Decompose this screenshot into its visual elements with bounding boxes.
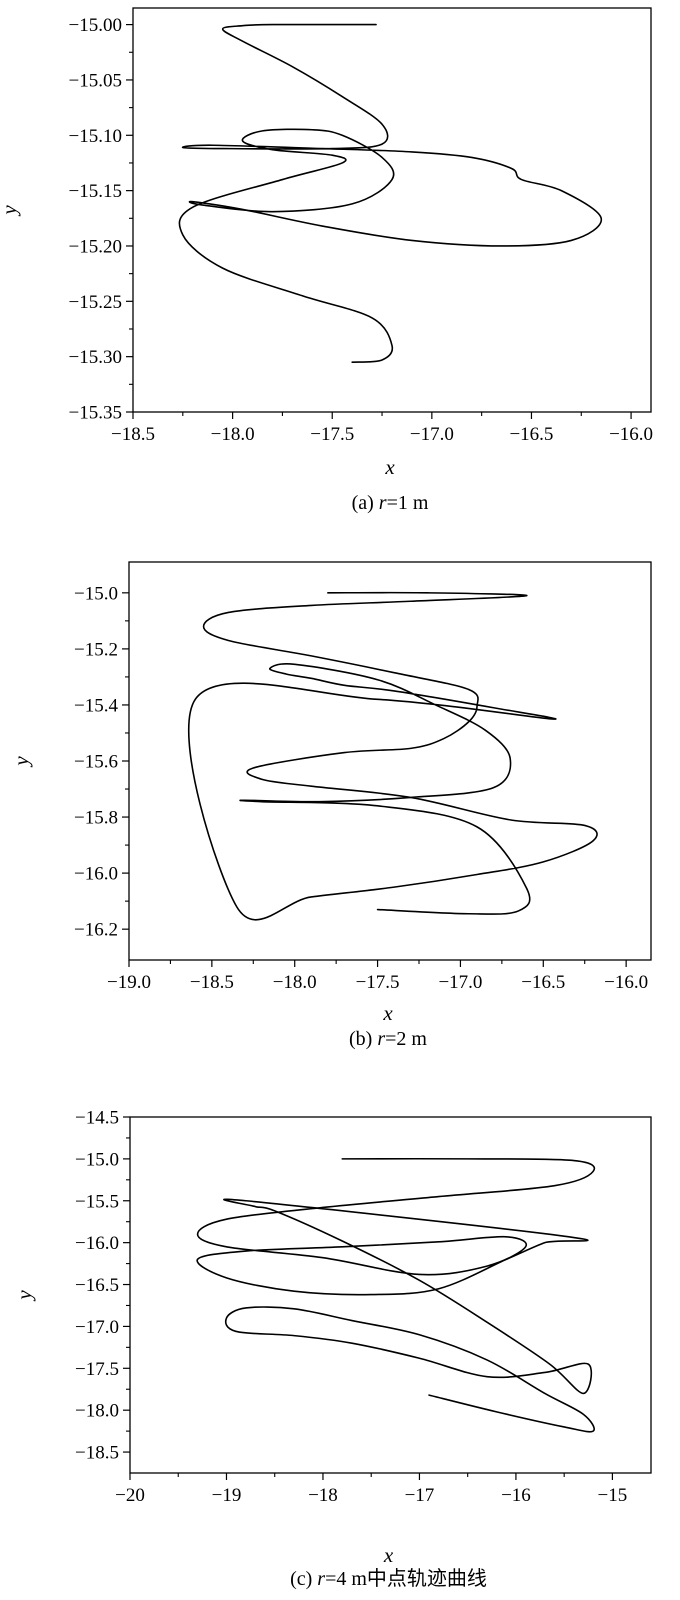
x-axis-label: x xyxy=(384,455,395,479)
x-tick-label: −16.5 xyxy=(509,424,553,445)
y-tick-label: −15.25 xyxy=(69,292,122,313)
x-tick-label: −18.0 xyxy=(211,424,255,445)
y-tick-label: −15.15 xyxy=(69,181,122,202)
y-tick-label: −18.5 xyxy=(75,1443,119,1464)
x-tick-label: −17.5 xyxy=(310,424,354,445)
panel-caption: (b) r=2 m xyxy=(349,1028,427,1050)
y-tick-label: −15.2 xyxy=(74,639,118,660)
y-tick-label: −15.35 xyxy=(69,403,122,424)
plot-frame xyxy=(132,7,652,413)
y-tick-label: −16.2 xyxy=(74,920,118,941)
x-tick-label: −19 xyxy=(212,1485,242,1506)
y-tick-label: −18.0 xyxy=(75,1401,119,1422)
y-tick-label: −15.10 xyxy=(69,126,122,147)
x-tick-label: −18 xyxy=(308,1485,338,1506)
x-tick-label: −18.5 xyxy=(190,972,234,993)
y-tick-label: −15.0 xyxy=(74,583,118,604)
y-tick-label: −15.0 xyxy=(75,1149,119,1170)
y-tick-label: −17.5 xyxy=(75,1359,119,1380)
y-tick-label: −14.5 xyxy=(75,1108,119,1129)
y-tick-label: −15.8 xyxy=(74,808,118,829)
x-tick-label: −16.5 xyxy=(521,972,565,993)
x-tick-label: −17.5 xyxy=(356,972,400,993)
y-tick-label: −15.20 xyxy=(69,236,122,257)
y-tick-label: −15.05 xyxy=(69,70,122,91)
y-tick-label: −16.5 xyxy=(75,1275,119,1296)
x-axis-label: x xyxy=(382,1001,393,1025)
x-tick-label: −18.0 xyxy=(273,972,317,993)
x-tick-label: −18.5 xyxy=(111,424,155,445)
y-tick-label: −15.4 xyxy=(74,695,118,716)
x-tick-label: −17.0 xyxy=(410,424,454,445)
x-tick-label: −16 xyxy=(501,1485,531,1506)
y-axis-label: y xyxy=(0,205,21,217)
x-axis-label: x xyxy=(383,1543,394,1567)
x-tick-label: −15 xyxy=(598,1485,628,1506)
panel-caption: (c) r=4 m中点轨迹曲线 xyxy=(290,1567,487,1590)
plot-frame xyxy=(129,1116,652,1474)
y-tick-label: −17.0 xyxy=(75,1317,119,1338)
y-tick-label: −15.30 xyxy=(69,347,122,368)
y-tick-label: −15.00 xyxy=(69,15,122,36)
x-tick-label: −17 xyxy=(405,1485,435,1506)
y-axis-label: y xyxy=(9,756,33,768)
x-tick-label: −20 xyxy=(115,1485,145,1506)
trajectory-line-1 xyxy=(196,1157,596,1433)
y-tick-label: −16.0 xyxy=(75,1233,119,1254)
y-tick-label: −16.0 xyxy=(74,864,118,885)
x-tick-label: −19.0 xyxy=(107,972,151,993)
trajectory-line-1 xyxy=(187,591,598,921)
chart-panel-3: −20 −19 −18 −17 −16 −15 −14.5 −15.0 −15.5 −16.0 −1… xyxy=(12,1108,652,1590)
panel-caption: (a) r=1 m xyxy=(352,492,429,514)
x-tick-label: −17.0 xyxy=(438,972,482,993)
chart-panel-1: −18.5 −18.0 −17.5 −17.0 −16.5 −16.0 −15.00 −15.… xyxy=(0,7,653,514)
plot-frame xyxy=(128,561,652,961)
x-tick-label: −16.0 xyxy=(609,424,653,445)
y-tick-label: −15.5 xyxy=(75,1191,119,1212)
y-tick-label: −15.6 xyxy=(74,752,118,773)
trajectory-line-1 xyxy=(178,23,602,363)
x-tick-label: −16.0 xyxy=(604,972,648,993)
y-axis-label: y xyxy=(12,1290,36,1302)
chart-panel-2: −19.0 −18.5 −18.0 −17.5 −17.0 −16.5 −16.0 −15.0… xyxy=(9,561,652,1050)
